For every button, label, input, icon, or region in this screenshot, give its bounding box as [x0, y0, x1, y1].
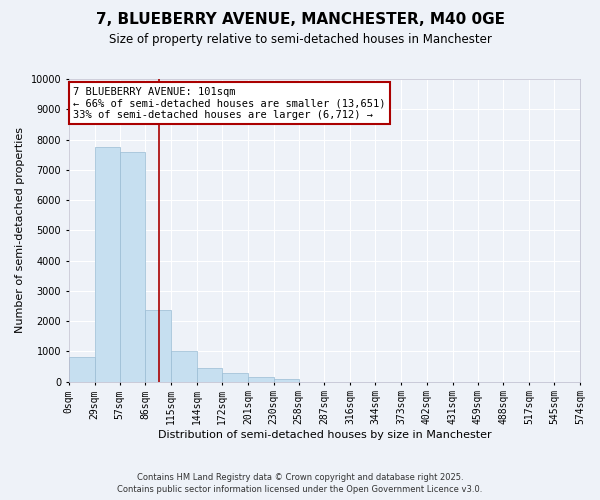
Y-axis label: Number of semi-detached properties: Number of semi-detached properties: [15, 128, 25, 334]
Bar: [171, 352, 197, 382]
Text: 7 BLUEBERRY AVENUE: 101sqm
← 66% of semi-detached houses are smaller (13,651)
33: 7 BLUEBERRY AVENUE: 101sqm ← 66% of semi…: [73, 86, 386, 120]
Bar: [119, 152, 145, 382]
Bar: [69, 358, 95, 382]
Bar: [197, 368, 222, 382]
Text: Contains HM Land Registry data © Crown copyright and database right 2025.: Contains HM Land Registry data © Crown c…: [137, 472, 463, 482]
Bar: [274, 378, 299, 382]
Text: Size of property relative to semi-detached houses in Manchester: Size of property relative to semi-detach…: [109, 32, 491, 46]
Bar: [145, 310, 171, 382]
Bar: [222, 373, 248, 382]
Text: 7, BLUEBERRY AVENUE, MANCHESTER, M40 0GE: 7, BLUEBERRY AVENUE, MANCHESTER, M40 0GE: [95, 12, 505, 28]
Bar: [248, 377, 274, 382]
Text: Contains public sector information licensed under the Open Government Licence v3: Contains public sector information licen…: [118, 485, 482, 494]
X-axis label: Distribution of semi-detached houses by size in Manchester: Distribution of semi-detached houses by …: [158, 430, 491, 440]
Bar: [95, 147, 119, 382]
